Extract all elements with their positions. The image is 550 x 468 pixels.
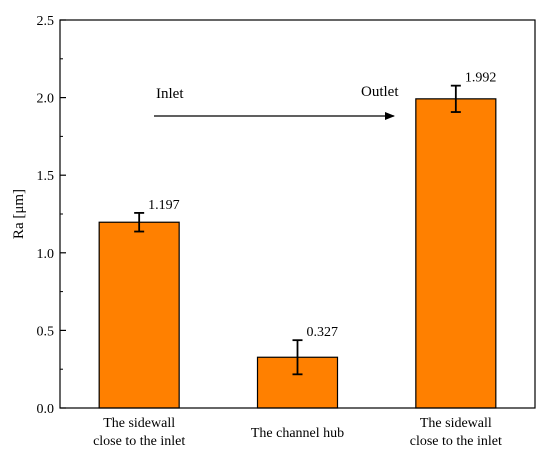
data-label: 1.197: [148, 198, 180, 213]
y-tick-label: 0.5: [37, 324, 55, 339]
y-tick-label: 2.5: [37, 14, 55, 29]
category-label: The sidewall close to the inlet: [93, 416, 185, 449]
error-bars-layer: [134, 84, 461, 376]
error-bar: [292, 339, 303, 376]
y-axis-title: Ra [μm]: [11, 189, 27, 239]
y-tick-label: 1.0: [37, 247, 55, 262]
category-label: The sidewall close to the inlet: [410, 416, 502, 449]
y-tick-label: 2.0: [37, 92, 55, 107]
data-label: 1.992: [465, 71, 497, 86]
error-bar: [450, 84, 461, 113]
data-label: 0.327: [307, 325, 339, 340]
error-bar: [134, 212, 145, 233]
bar: [98, 221, 180, 409]
y-axis-ticks: 0.0 0.5 1.0 1.5 2.0 2.5: [37, 14, 66, 417]
category-label: The channel hub: [251, 426, 344, 441]
value-labels-layer: 1.197 0.327 1.992: [148, 71, 496, 341]
bar: [415, 98, 497, 409]
y-tick-label: 1.5: [37, 169, 55, 184]
outlet-annotation: Outlet: [361, 84, 399, 100]
x-axis-categories: The sidewall close to the inlet The channe…: [93, 416, 502, 449]
inlet-annotation: Inlet: [156, 86, 184, 102]
y-tick-label: 0.0: [37, 402, 55, 417]
